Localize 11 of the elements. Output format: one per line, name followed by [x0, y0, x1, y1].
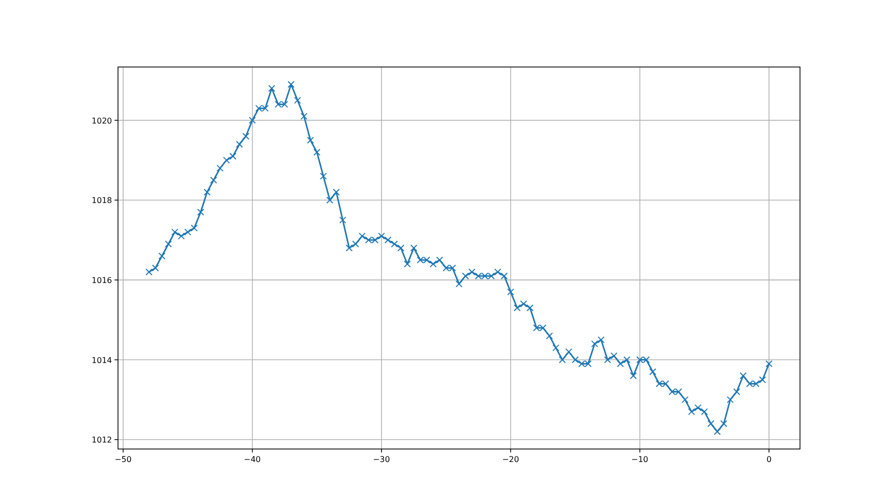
x-tick-label: −40: [244, 455, 261, 464]
x-tick-label: −30: [373, 455, 390, 464]
x-tick-label: 0: [766, 455, 772, 464]
x-tick-label: −10: [631, 455, 648, 464]
x-tick-label: −50: [114, 455, 132, 464]
y-tick-label: 1018: [92, 196, 112, 206]
y-tick-label: 1012: [92, 436, 112, 445]
y-tick-label: 1016: [92, 276, 112, 285]
y-tick-label: 1020: [92, 116, 112, 126]
x-tick-label: −20: [502, 455, 520, 464]
y-tick-label: 1014: [92, 356, 112, 365]
